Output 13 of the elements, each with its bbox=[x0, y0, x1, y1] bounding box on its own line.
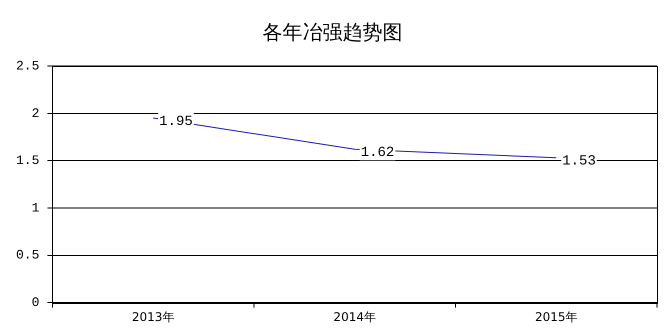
data-label: 1.53 bbox=[562, 154, 596, 170]
y-tick-label: 2.5 bbox=[16, 58, 40, 74]
data-label: 1.95 bbox=[159, 114, 193, 130]
chart-title: 各年冶强趋势图 bbox=[262, 20, 402, 44]
x-tick-label: 2015年 bbox=[534, 310, 578, 324]
x-tick-label: 2013年 bbox=[132, 310, 174, 324]
y-tick-label: 0 bbox=[32, 295, 40, 310]
data-label: 1.62 bbox=[360, 144, 394, 161]
y-tick-label: 2 bbox=[32, 106, 40, 121]
y-tick-label: 0.5 bbox=[16, 248, 40, 263]
y-tick-label: 1 bbox=[32, 200, 40, 216]
x-tick-label: 2014年 bbox=[333, 310, 376, 324]
y-tick-label: 1.5 bbox=[16, 153, 40, 168]
